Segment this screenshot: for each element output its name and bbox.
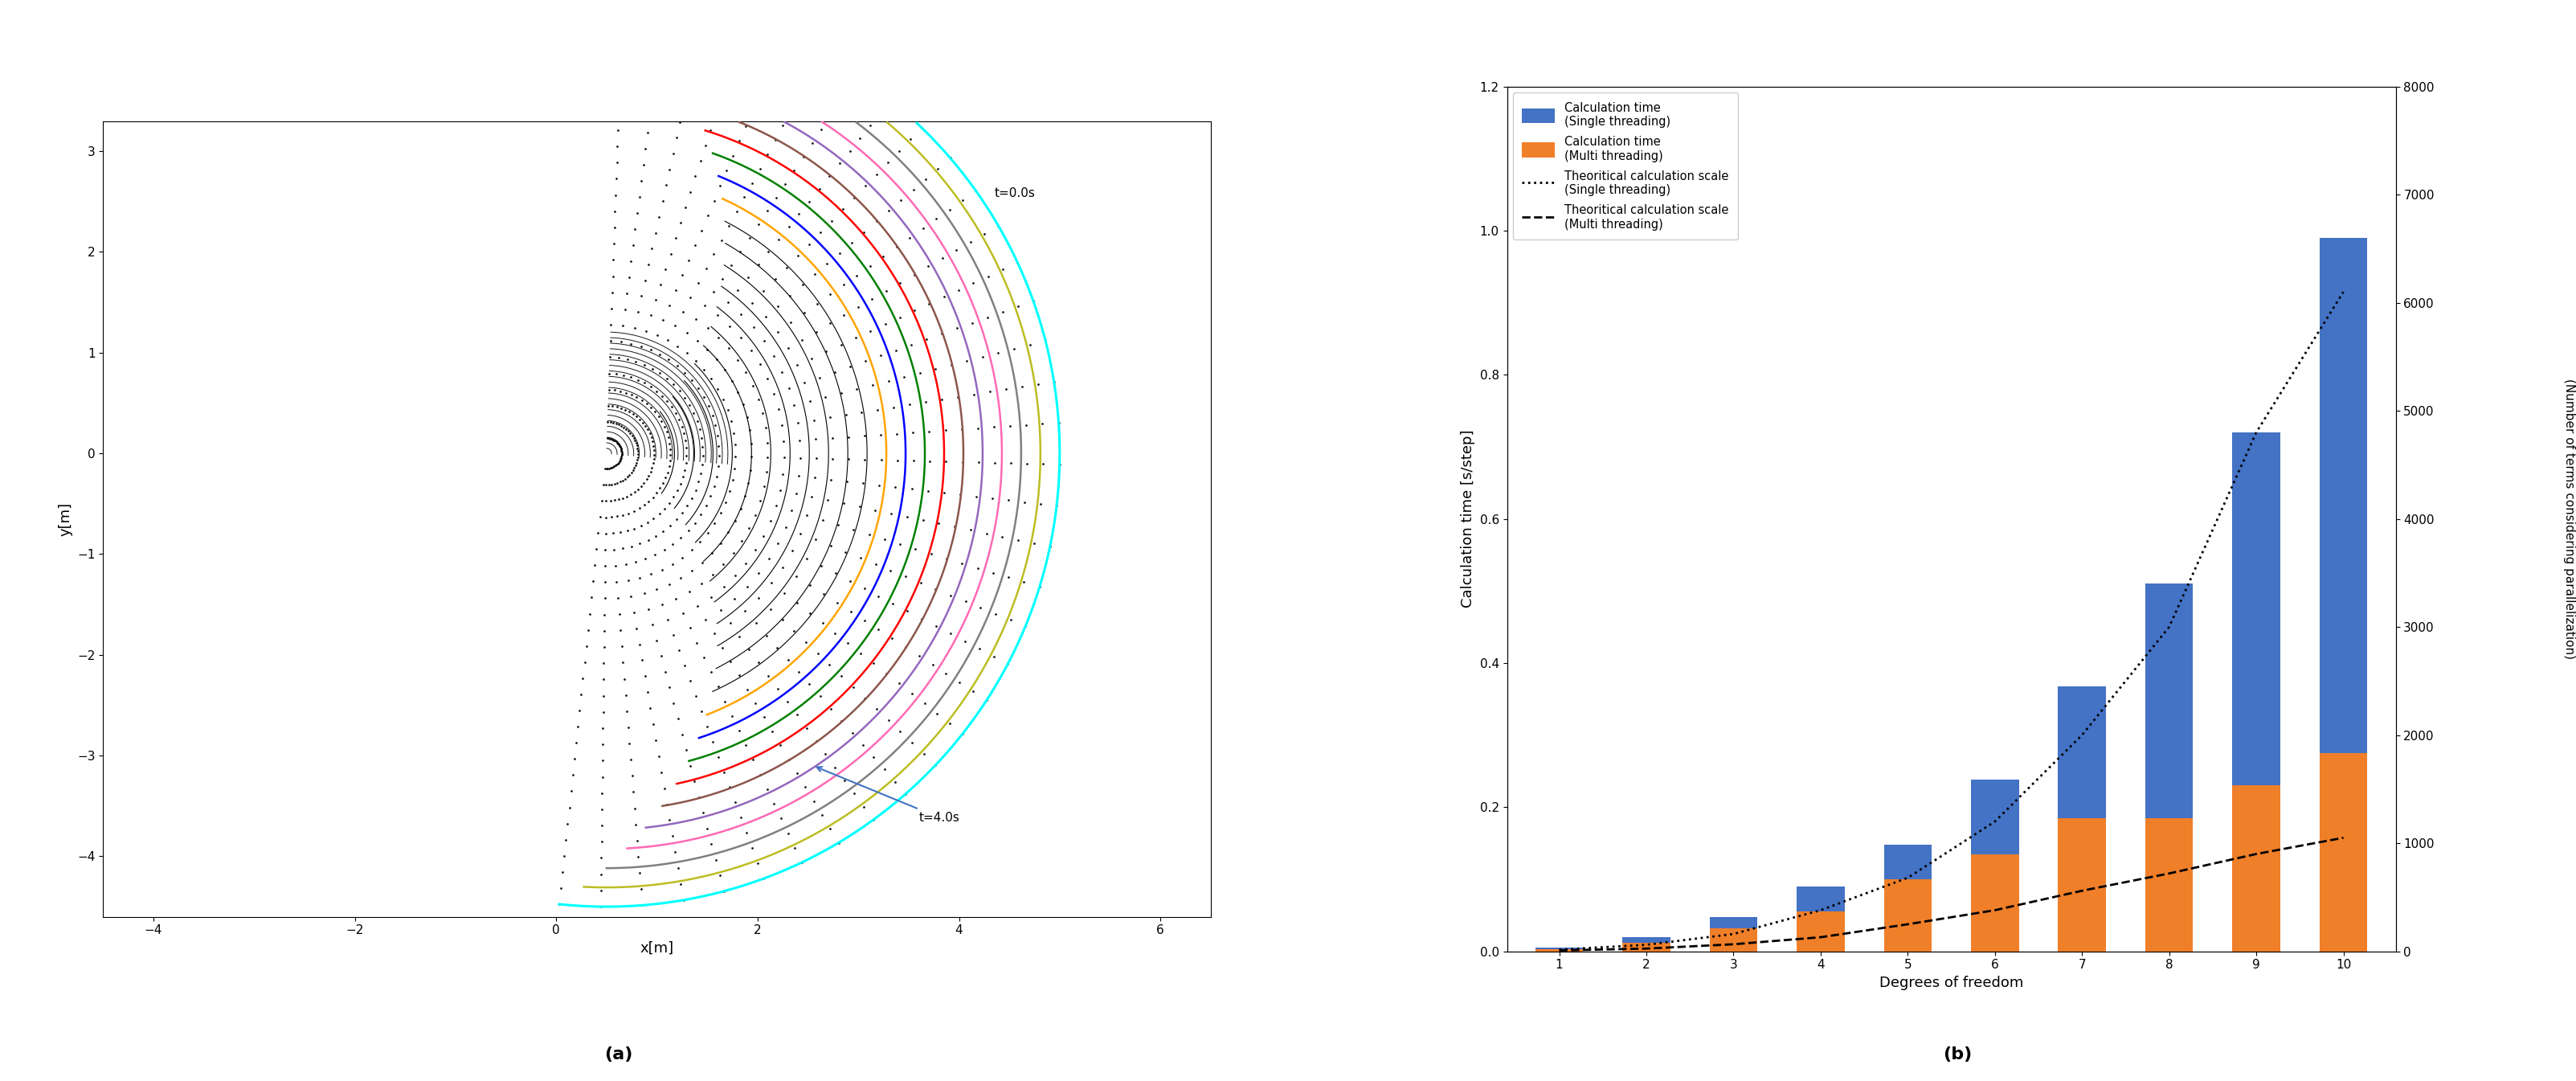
- Bar: [2146, 818, 2192, 951]
- Bar: [2233, 432, 2280, 951]
- Bar: [2233, 786, 2280, 951]
- Bar: [1535, 948, 1584, 951]
- Y-axis label: y[m]: y[m]: [59, 502, 72, 536]
- Bar: [2058, 686, 2107, 951]
- Bar: [2058, 818, 2107, 951]
- Y-axis label: Calculation scale
(Number of terms considering parallelization): Calculation scale (Number of terms consi…: [2563, 378, 2576, 659]
- Bar: [1883, 879, 1932, 951]
- Bar: [1795, 886, 1844, 951]
- Bar: [1710, 917, 1757, 951]
- Bar: [1623, 943, 1669, 951]
- Legend: Calculation time
(Single threading), Calculation time
(Multi threading), Theorit: Calculation time (Single threading), Cal…: [1512, 92, 1739, 240]
- Y-axis label: Calculation time [s/step]: Calculation time [s/step]: [1461, 430, 1476, 608]
- Bar: [2318, 753, 2367, 951]
- Bar: [1623, 937, 1669, 951]
- Text: (b): (b): [1942, 1046, 1973, 1063]
- Text: (a): (a): [603, 1046, 634, 1063]
- Bar: [1971, 779, 2020, 951]
- X-axis label: x[m]: x[m]: [639, 942, 675, 956]
- Bar: [1535, 949, 1584, 951]
- Text: t=0.0s: t=0.0s: [994, 187, 1036, 199]
- Text: t=4.0s: t=4.0s: [817, 766, 961, 824]
- Bar: [1883, 844, 1932, 951]
- Bar: [2146, 584, 2192, 951]
- Bar: [1971, 854, 2020, 951]
- X-axis label: Degrees of freedom: Degrees of freedom: [1880, 976, 2022, 990]
- Bar: [1710, 929, 1757, 951]
- Bar: [1795, 911, 1844, 951]
- Bar: [2318, 238, 2367, 951]
